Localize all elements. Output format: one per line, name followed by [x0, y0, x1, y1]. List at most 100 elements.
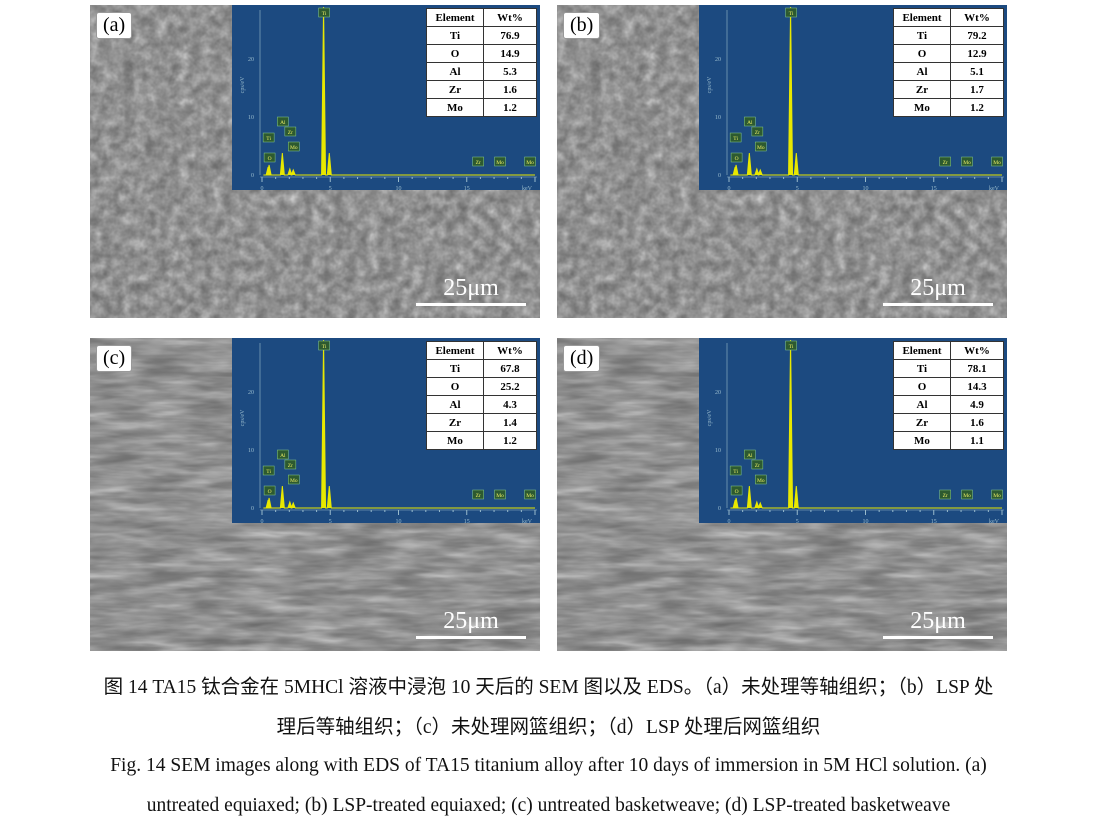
table-row: Zr 1.4 [426, 413, 537, 432]
table-row: Mo 1.2 [893, 98, 1004, 117]
peak-label: Al [744, 449, 756, 460]
table-header: Wt% [950, 8, 1004, 27]
wt-cell: 1.6 [483, 80, 537, 99]
svg-text:Mo: Mo [290, 478, 298, 484]
peak-label: Zr [284, 126, 297, 137]
peak-label: Zr [939, 489, 951, 500]
wt-cell: 12.9 [950, 44, 1004, 63]
spectrum-line [263, 6, 535, 176]
eds-spectrum-inset: 0 5 10 15 keV 0 10 20 cps/eV Ti O Al Zr Mo Ti Zr Mo Mo E… [699, 5, 1007, 190]
element-cell: Ti [893, 359, 951, 378]
y-tick-label: 20 [248, 57, 254, 63]
table-row: Ti 79.2 [893, 26, 1004, 45]
wt-cell: 1.7 [950, 80, 1004, 99]
svg-text:Mo: Mo [496, 160, 504, 166]
wt-cell: 1.2 [483, 431, 537, 450]
wt-cell: 78.1 [950, 359, 1004, 378]
wt-cell: 1.1 [950, 431, 1004, 450]
element-cell: Mo [893, 98, 951, 117]
element-cell: Mo [426, 98, 484, 117]
y-tick-label: 0 [251, 506, 254, 512]
table-row: Mo 1.2 [426, 98, 537, 117]
peak-label: O [263, 152, 276, 163]
caption-en-line1: Fig. 14 SEM images along with EDS of TA1… [110, 755, 987, 776]
x-tick-label: 5 [329, 519, 332, 523]
panel-label: (d) [563, 345, 601, 372]
table-row: Ti 67.8 [426, 359, 537, 378]
peak-label: Mo [494, 489, 506, 500]
y-tick-label: 10 [248, 115, 254, 121]
peak-label: Mo [961, 489, 973, 500]
svg-text:O: O [735, 489, 739, 495]
peak-label: Al [277, 449, 289, 460]
wt-cell: 79.2 [950, 26, 1004, 45]
table-row: Ti 78.1 [893, 359, 1004, 378]
element-cell: Ti [893, 26, 951, 45]
x-tick-label: 5 [796, 186, 799, 190]
svg-text:Ti: Ti [733, 469, 738, 475]
sem-panel-a: (a) 0 5 10 15 keV 0 10 20 cps/eV Ti O Al Zr Mo Ti Zr Mo… [90, 5, 540, 318]
table-row: Mo 1.1 [893, 431, 1004, 450]
wt-cell: 1.2 [483, 98, 537, 117]
wt-cell: 76.9 [483, 26, 537, 45]
peak-label: Al [744, 116, 756, 127]
panel-label: (c) [96, 345, 133, 372]
svg-text:Mo: Mo [290, 145, 298, 151]
table-row: Ti 76.9 [426, 26, 537, 45]
table-row: Al 4.9 [893, 395, 1004, 414]
peak-label: Zr [939, 156, 951, 167]
peak-label: Ti [262, 132, 275, 143]
x-tick-label: 5 [796, 519, 799, 523]
scale-label: 25μm [910, 608, 966, 634]
caption-en-line2: untreated equiaxed; (b) LSP-treated equi… [146, 795, 951, 816]
wt-cell: 67.8 [483, 359, 537, 378]
caption-zh-line2: 理后等轴组织；（c）未处理网篮组织；（d）LSP 处理后网篮组织 [276, 717, 821, 738]
peak-label: O [730, 485, 743, 496]
panel-label: (b) [563, 12, 601, 39]
svg-text:Ti: Ti [266, 469, 271, 475]
wt-cell: 14.9 [483, 44, 537, 63]
svg-text:Al: Al [747, 120, 753, 126]
element-cell: Mo [426, 431, 484, 450]
scale-label: 25μm [910, 275, 966, 301]
wt-cell: 5.1 [950, 62, 1004, 81]
peak-label: Zr [472, 156, 484, 167]
spectrum-line [263, 339, 535, 509]
scale-bar: 25μm [416, 275, 526, 306]
x-axis-label: keV [989, 519, 1000, 523]
x-tick-label: 15 [464, 519, 470, 523]
scale-label: 25μm [443, 275, 499, 301]
peak-label: Zr [751, 126, 764, 137]
element-cell: O [426, 377, 484, 396]
y-tick-label: 20 [715, 390, 721, 396]
wt-cell: 1.6 [950, 413, 1004, 432]
table-header: Element [426, 341, 484, 360]
peak-label: O [730, 152, 743, 163]
eds-spectrum-inset: 0 5 10 15 keV 0 10 20 cps/eV Ti O Al Zr Mo Ti Zr Mo Mo E… [232, 5, 540, 190]
sem-panel-c: (c) 0 5 10 15 keV 0 10 20 cps/eV Ti O Al Zr Mo Ti Zr Mo… [90, 338, 540, 651]
table-header: Element [893, 341, 951, 360]
svg-text:Mo: Mo [993, 160, 1001, 166]
x-tick-label: 5 [329, 186, 332, 190]
panel-label: (a) [96, 12, 133, 39]
table-row: Zr 1.6 [426, 80, 537, 99]
x-axis-label: keV [522, 519, 533, 523]
scale-label: 25μm [443, 608, 499, 634]
table-header: Wt% [483, 341, 537, 360]
svg-text:Zr: Zr [943, 160, 948, 166]
svg-text:Ti: Ti [789, 11, 794, 17]
table-row: Al 5.1 [893, 62, 1004, 81]
x-tick-label: 0 [261, 519, 264, 523]
peak-label: Ti [262, 465, 275, 476]
eds-spectrum-inset: 0 5 10 15 keV 0 10 20 cps/eV Ti O Al Zr Mo Ti Zr Mo Mo E… [699, 338, 1007, 523]
wt-cell: 4.9 [950, 395, 1004, 414]
svg-text:Zr: Zr [943, 493, 948, 499]
scale-bar: 25μm [883, 608, 993, 639]
y-tick-label: 0 [718, 173, 721, 179]
x-tick-label: 10 [863, 186, 869, 190]
y-axis-label: cps/eV [240, 76, 246, 93]
spectrum-line [730, 339, 1002, 509]
x-tick-label: 0 [728, 519, 731, 523]
x-tick-label: 10 [863, 519, 869, 523]
sem-panel-d: (d) 0 5 10 15 keV 0 10 20 cps/eV Ti O Al Zr Mo Ti Zr Mo… [557, 338, 1007, 651]
